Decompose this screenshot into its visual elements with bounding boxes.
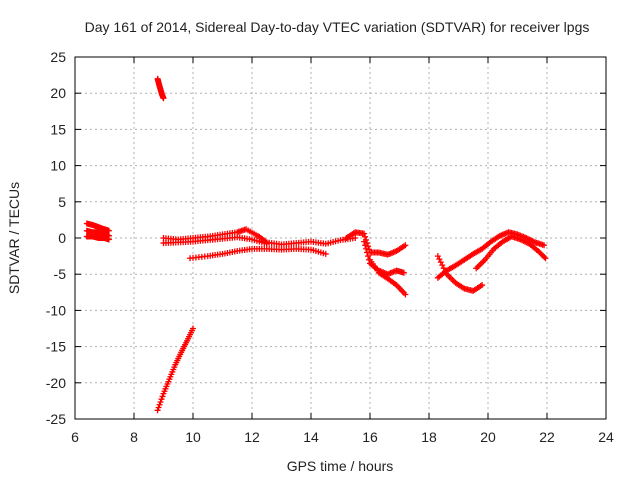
data-point-marker [440, 265, 447, 272]
x-axis-label: GPS time / hours [287, 458, 394, 474]
data-point-marker [105, 236, 112, 243]
data-point-marker [364, 249, 371, 256]
data-point-marker [157, 398, 164, 405]
data-point-marker [362, 233, 369, 240]
x-tick-label: 14 [303, 429, 319, 445]
series-arc-g2 [473, 233, 549, 272]
x-tick-label: 20 [480, 429, 496, 445]
data-point-marker [263, 240, 270, 247]
y-tick-label: -25 [46, 411, 66, 427]
data-point-marker [160, 95, 167, 102]
y-tick-label: 25 [50, 49, 66, 65]
data-point-marker [363, 245, 370, 252]
data-point-marker [158, 396, 165, 403]
x-tick-label: 22 [539, 429, 555, 445]
series-arc-c [154, 325, 196, 414]
data-point-marker [541, 242, 548, 249]
data-point-marker [442, 268, 449, 275]
data-point-marker [541, 254, 548, 261]
data-point-marker [437, 259, 444, 266]
data-point-marker [361, 238, 368, 245]
x-tick-label: 12 [244, 429, 260, 445]
y-tick-label: 15 [50, 121, 66, 137]
data-point-marker [402, 291, 409, 298]
data-point-marker [154, 407, 161, 414]
data-point-marker [156, 401, 163, 408]
grid [75, 57, 606, 419]
data-point-marker [479, 282, 486, 289]
data-point-marker [159, 393, 166, 400]
y-axis-label: SDTVAR / TECUs [6, 182, 22, 294]
data-point-marker [400, 269, 407, 276]
data-point-marker [365, 253, 372, 260]
x-tick-label: 10 [185, 429, 201, 445]
series-arc-g3 [434, 253, 486, 294]
data-series [83, 75, 549, 414]
series-arc-f1 [343, 229, 409, 258]
data-point-marker [434, 253, 441, 260]
data-point-marker [105, 227, 112, 234]
data-point-marker [155, 404, 162, 411]
y-tick-label: -5 [54, 266, 67, 282]
y-tick-label: 10 [50, 158, 66, 174]
y-tick-label: 0 [58, 230, 66, 246]
series-arc-b [154, 75, 167, 102]
data-point-marker [542, 255, 549, 262]
x-tick-label: 24 [598, 429, 614, 445]
data-point-marker [439, 262, 446, 269]
data-point-marker [361, 230, 368, 237]
series-arc-g1 [434, 229, 548, 281]
y-tick-label: -20 [46, 375, 66, 391]
y-tick-label: -15 [46, 339, 66, 355]
series-arc-d2 [160, 234, 270, 247]
data-point-marker [362, 242, 369, 249]
data-point-marker [352, 235, 359, 241]
y-tick-label: -10 [46, 302, 66, 318]
series-arc-a3 [83, 233, 112, 243]
chart-title: Day 161 of 2014, Sidereal Day-to-day VTE… [85, 19, 590, 35]
axis-ticks [74, 56, 607, 420]
data-point-marker [190, 325, 196, 332]
y-tick-label: 20 [50, 85, 66, 101]
series-arc-f3 [367, 256, 409, 298]
data-point-marker [402, 242, 409, 249]
x-tick-label: 8 [130, 429, 138, 445]
y-tick-label: 5 [58, 194, 66, 210]
x-tick-label: 6 [71, 429, 79, 445]
tick-labels: 6 8 10 12 14 16 18 20 22 24 25 20 15 10 5 0 -5 -10 -15 -20 -… [46, 49, 614, 445]
data-point-marker [322, 250, 329, 257]
x-tick-label: 18 [421, 429, 437, 445]
x-tick-label: 16 [362, 429, 378, 445]
series-arc-e [187, 245, 329, 262]
data-point-marker [436, 256, 443, 263]
